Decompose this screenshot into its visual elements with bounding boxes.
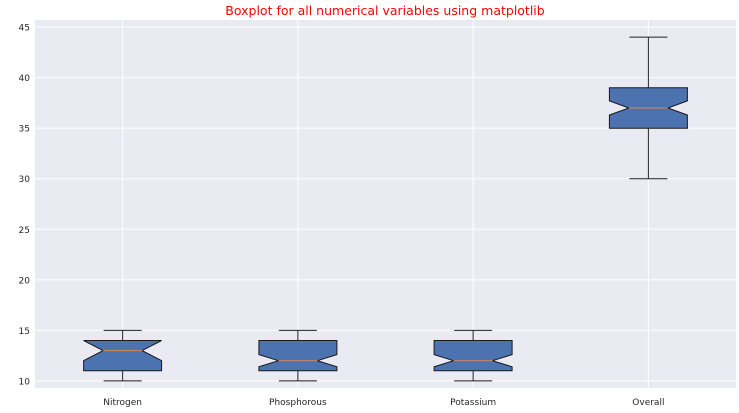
y-tick-label: 20 [19,276,31,286]
x-axis-ticks: Nitrogen Phosphorous Potassium Overall [103,398,664,408]
y-tick-label: 35 [19,125,30,135]
y-tick-label: 15 [19,327,30,337]
y-tick-label: 40 [19,74,31,84]
notched-box [258,340,338,372]
boxes [83,36,688,382]
y-tick-label: 45 [19,24,30,34]
plot-area [35,20,736,388]
y-tick-label: 10 [19,377,31,387]
y-axis-ticks: 10 15 20 25 30 35 40 45 [19,24,31,388]
y-tick-label: 30 [19,175,31,185]
x-tick-label: Overall [632,398,664,408]
notched-box [433,340,513,372]
notched-box [83,340,163,372]
box-nitrogen [83,329,163,382]
y-tick-label: 25 [19,226,30,236]
box-phosphorous [258,329,338,382]
box-potassium [433,329,513,382]
x-tick-label: Potassium [450,398,496,408]
x-tick-label: Phosphorous [269,398,327,408]
x-tick-label: Nitrogen [103,398,142,408]
box-overall [608,36,688,180]
chart-title: Boxplot for all numerical variables usin… [225,3,544,18]
